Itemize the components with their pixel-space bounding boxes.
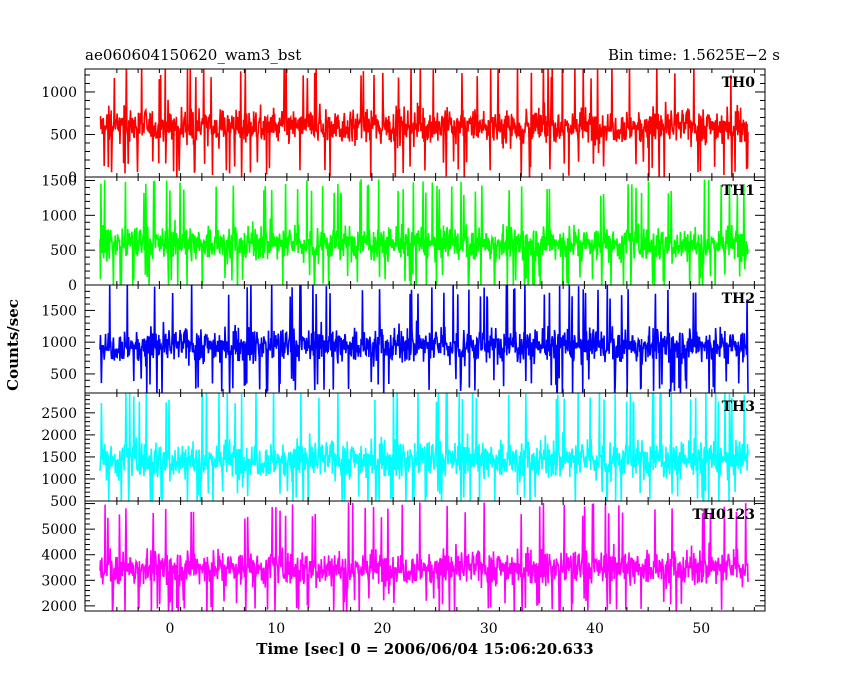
y-axis-label: Counts/sec (4, 299, 22, 391)
panel-label: TH0 (722, 75, 756, 91)
panel-th2: 500 1000 1500 TH2 (41, 284, 766, 394)
x-tick-label: 10 (267, 621, 285, 637)
panels-group: 0 500 1000 TH0 0 500 1000 1500 TH1 500 1000 1500 TH2… (41, 68, 766, 615)
y-tick-label: 1000 (41, 335, 77, 351)
panel-th3: 500 1000 1500 2000 2500 TH3 (41, 392, 766, 510)
y-tick-label: 1000 (41, 208, 77, 224)
x-tick-label: 0 (166, 621, 175, 637)
x-tick-label: 40 (586, 621, 604, 637)
y-tick-label: 500 (50, 127, 77, 143)
series-th3 (99, 393, 749, 501)
y-tick-label: 500 (50, 367, 77, 383)
panel-frame (84, 500, 766, 612)
y-tick-label: 1000 (41, 472, 77, 488)
y-tick-label: 0 (68, 170, 77, 186)
panel-label: TH1 (722, 183, 755, 199)
panel-th0: 0 500 1000 TH0 (41, 68, 766, 186)
chart-header-right: Bin time: 1.5625E−2 s (608, 46, 780, 64)
panel-label: TH2 (722, 291, 755, 307)
y-tick-label: 1000 (41, 85, 77, 101)
y-tick-label: 1500 (41, 303, 77, 319)
y-tick-label: 500 (50, 494, 77, 510)
x-axis: 0 10 20 30 40 50 (166, 621, 711, 637)
series-th0 (99, 69, 749, 177)
y-tick-label: 2500 (41, 406, 77, 422)
panel-label: TH0123 (692, 507, 755, 523)
x-tick-label: 50 (692, 621, 710, 637)
y-tick-label: 2000 (41, 428, 77, 444)
y-tick-label: 5000 (41, 522, 77, 538)
y-tick-label: 4000 (41, 548, 77, 564)
x-axis-label: Time [sec] 0 = 2006/06/04 15:06:20.633 (256, 640, 593, 658)
y-tick-label: 0 (68, 278, 77, 294)
y-tick-label: 1500 (41, 173, 77, 189)
y-tick-label: 2000 (41, 599, 77, 615)
chart-header-left: ae060604150620_wam3_bst (85, 46, 301, 64)
panel-th0123: 2000 3000 4000 5000 TH0123 (41, 500, 766, 615)
series-th1 (99, 179, 749, 285)
x-tick-label: 20 (374, 621, 392, 637)
y-tick-label: 500 (50, 243, 77, 259)
series-th0123 (99, 502, 749, 611)
y-tick-label: 3000 (41, 573, 77, 589)
series-th2 (99, 285, 749, 393)
x-tick-label: 30 (480, 621, 498, 637)
panel-th1: 0 500 1000 1500 TH1 (41, 173, 766, 294)
y-tick-label: 1500 (41, 450, 77, 466)
panel-label: TH3 (722, 399, 755, 415)
